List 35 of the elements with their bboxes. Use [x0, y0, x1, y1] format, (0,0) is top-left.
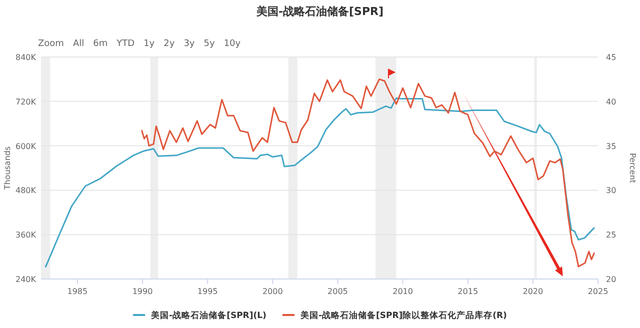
text: 5y [204, 39, 216, 49]
text: 6m [93, 39, 108, 49]
y2-tick-label: 45 [606, 53, 616, 62]
x-tick-label: 2005 [328, 287, 348, 296]
text: Zoom [38, 39, 64, 49]
text: 10y [224, 39, 242, 49]
y-tick-label: 720K [15, 97, 37, 106]
chart-title: 美国-战略石油储备[SPR] [255, 5, 384, 18]
y-tick-label: 360K [15, 230, 37, 240]
x-tick-label: 1985 [67, 287, 88, 296]
y2-tick-label: 20 [606, 275, 616, 284]
text: 2y [164, 39, 176, 49]
y2-tick-label: 35 [606, 142, 616, 151]
x-tick-label: 2020 [522, 287, 544, 296]
y2-tick-label: 30 [606, 186, 616, 196]
x-tick-label: 2015 [458, 287, 478, 296]
x-tick-label: 2025 [588, 287, 608, 296]
y2-axis-title: Percent [628, 152, 637, 184]
x-tick-label: 1995 [197, 287, 218, 296]
y-tick-label: 840K [15, 53, 37, 62]
legend-label: 美国-战略石油储备[SPR](L) [150, 310, 267, 321]
y-tick-label: 480K [15, 186, 37, 196]
x-tick-label: 1990 [132, 287, 153, 296]
x-tick-label: 2010 [392, 287, 413, 296]
legend-label: 美国-战略石油储备[SPR]除以整体石化产品库存(R) [299, 310, 508, 321]
y-axis-title: Thousands [3, 146, 12, 191]
text: YTD [116, 39, 135, 49]
y2-tick-label: 25 [606, 230, 616, 240]
y-tick-label: 240K [15, 275, 37, 284]
text: All [72, 39, 84, 49]
y2-tick-label: 40 [606, 97, 616, 106]
x-tick-label: 2000 [262, 287, 283, 296]
text: 1y [144, 39, 156, 49]
text: 3y [184, 39, 196, 49]
y-tick-label: 600K [15, 142, 37, 151]
